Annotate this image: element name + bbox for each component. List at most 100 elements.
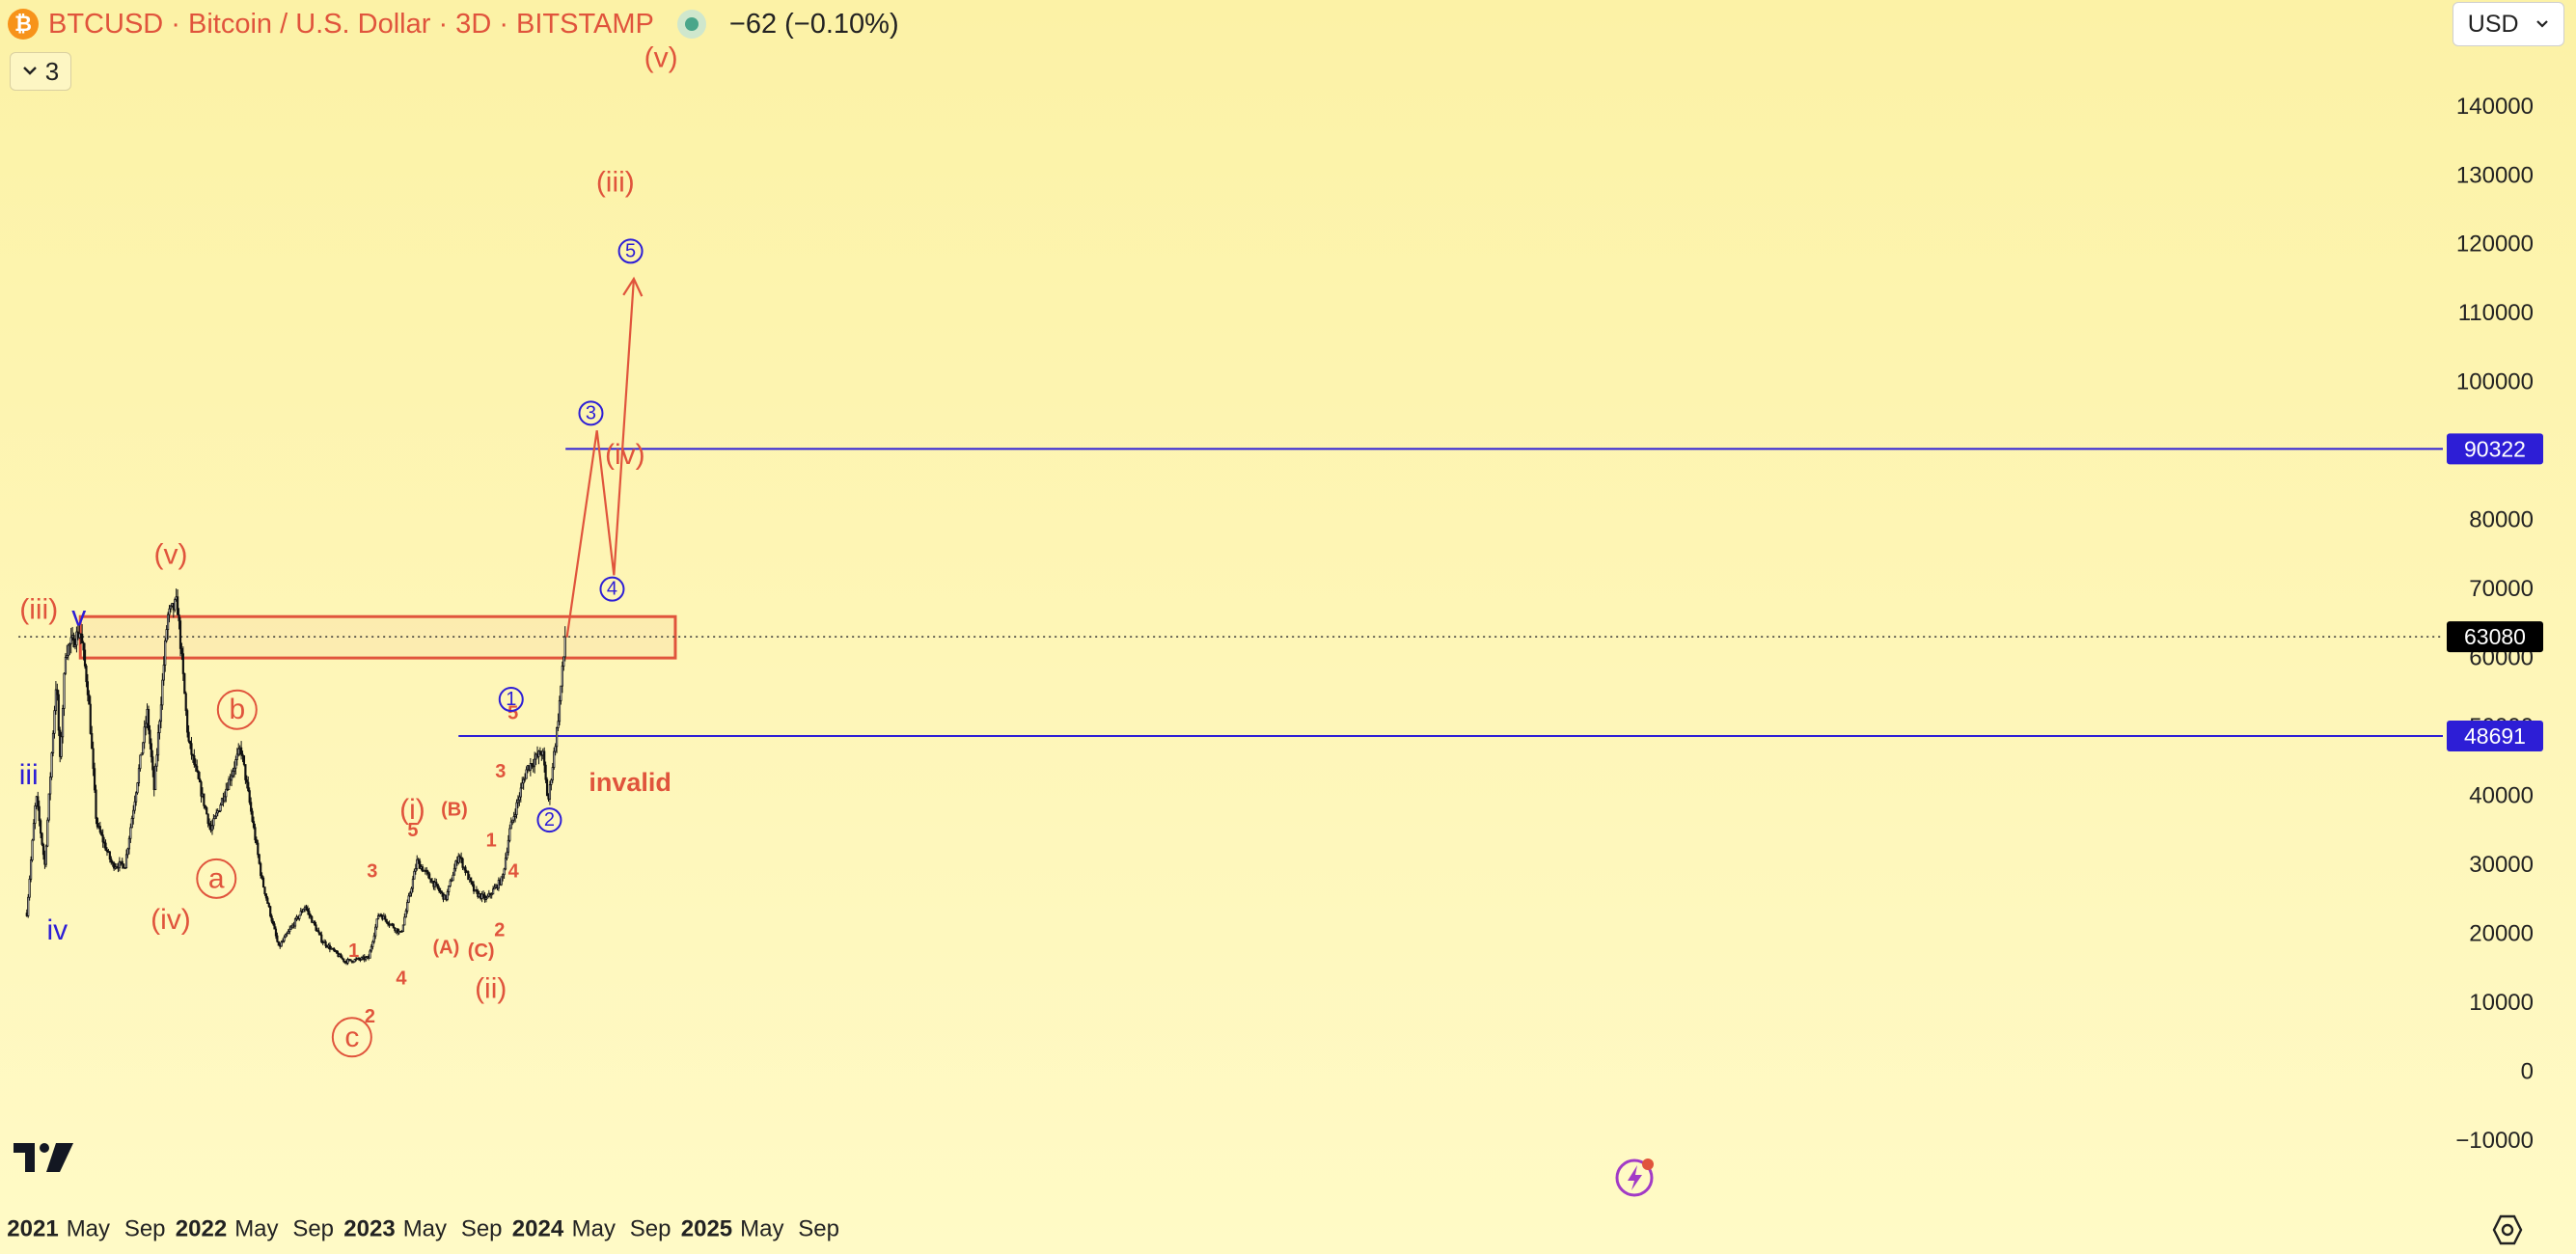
- candle: [440, 890, 444, 897]
- candle: [50, 751, 53, 780]
- wave-label-text: 3: [367, 861, 377, 883]
- candle-body: [532, 765, 534, 768]
- candle: [145, 716, 148, 736]
- candle: [543, 747, 546, 773]
- candle-body: [503, 868, 506, 876]
- candle: [245, 775, 248, 789]
- candle-body: [518, 796, 521, 801]
- candle-body: [449, 880, 452, 886]
- candle: [298, 914, 301, 921]
- candle-body: [61, 708, 65, 738]
- candle: [293, 917, 297, 929]
- candle-body: [242, 755, 246, 765]
- candle-body: [554, 746, 557, 752]
- candle-body: [46, 819, 49, 847]
- candle-body: [67, 644, 69, 656]
- candle-body: [187, 731, 190, 742]
- candle-body: [470, 877, 473, 883]
- candle-body: [271, 920, 275, 925]
- tradingview-logo-icon[interactable]: [14, 1143, 75, 1178]
- candle: [257, 839, 260, 859]
- price-tag-text: 63080: [2464, 624, 2526, 649]
- lightning-icon[interactable]: [1613, 1155, 1659, 1201]
- x-tick-label: May: [234, 1216, 278, 1242]
- candle-body: [274, 928, 278, 937]
- currency-select[interactable]: USD: [2453, 2, 2564, 46]
- candle: [137, 764, 141, 787]
- candle: [206, 813, 209, 828]
- indicators-toggle-button[interactable]: 3: [10, 52, 71, 91]
- gear-icon[interactable]: [2491, 1213, 2524, 1246]
- candle: [83, 642, 87, 669]
- candle-body: [467, 871, 470, 881]
- candle: [198, 772, 202, 783]
- candle: [318, 932, 321, 936]
- wave-label-text: 5: [625, 240, 636, 261]
- candle-body: [218, 810, 221, 813]
- candle: [519, 782, 522, 803]
- candle: [408, 890, 412, 898]
- candle-body: [460, 857, 463, 859]
- candle: [37, 791, 40, 811]
- candle-body: [560, 685, 562, 701]
- candle: [266, 895, 269, 904]
- candle-body: [72, 635, 75, 647]
- wave-label-text: 4: [396, 968, 407, 990]
- candle-body: [513, 814, 517, 817]
- candle: [251, 807, 254, 824]
- candle-body: [309, 913, 312, 917]
- candle: [208, 818, 211, 831]
- candle: [349, 959, 352, 962]
- market-status-dot-icon[interactable]: [676, 10, 706, 39]
- candle: [197, 770, 200, 780]
- candle: [483, 891, 486, 903]
- candle-body: [124, 854, 128, 868]
- candle: [92, 741, 95, 777]
- candle: [220, 797, 224, 805]
- candle-body: [511, 819, 514, 823]
- candle-body: [56, 689, 59, 695]
- candle: [233, 761, 236, 778]
- candle-body: [244, 764, 247, 780]
- candle-body: [83, 649, 87, 667]
- candle-body: [269, 906, 272, 917]
- candle-body: [413, 870, 416, 880]
- candle: [320, 931, 323, 944]
- candle-body: [276, 935, 279, 942]
- candle: [270, 913, 273, 924]
- candle-body: [123, 867, 126, 869]
- time-axis[interactable]: 2021 May Sep 2022 May Sep 2023 May Sep 2024 May Sep…: [7, 1216, 839, 1242]
- candle-body: [516, 799, 520, 804]
- wave-label-text: (ii): [475, 973, 507, 1005]
- candle: [551, 762, 554, 783]
- candle: [255, 836, 258, 845]
- candle: [511, 819, 514, 826]
- y-tick-label: 0: [2521, 1059, 2534, 1085]
- candle: [500, 876, 503, 886]
- candle: [379, 913, 383, 918]
- wave-label-text: 1: [348, 940, 359, 962]
- candle: [324, 940, 327, 948]
- x-tick-label: 2021: [7, 1216, 58, 1242]
- wave-label-text: iv: [47, 914, 69, 946]
- y-tick-label: 110000: [2458, 300, 2534, 326]
- x-tick-label: Sep: [461, 1216, 503, 1242]
- candle: [115, 863, 119, 870]
- price-tags-layer: 90322 48691 63080: [2447, 433, 2543, 751]
- candle-body: [41, 832, 43, 845]
- candle: [328, 941, 331, 953]
- candle-body: [86, 681, 89, 695]
- candle-body: [166, 613, 170, 631]
- candle: [31, 838, 34, 862]
- candle-body: [73, 644, 77, 647]
- candle: [98, 821, 101, 834]
- candle-body: [374, 926, 377, 937]
- symbol-title[interactable]: BTCUSD · Bitcoin / U.S. Dollar · 3D · BI…: [48, 8, 654, 40]
- candle-body: [379, 913, 383, 916]
- candle-body: [320, 934, 323, 942]
- candle-body: [178, 613, 180, 622]
- candle: [75, 626, 78, 653]
- wave-label-text: c: [344, 1022, 359, 1053]
